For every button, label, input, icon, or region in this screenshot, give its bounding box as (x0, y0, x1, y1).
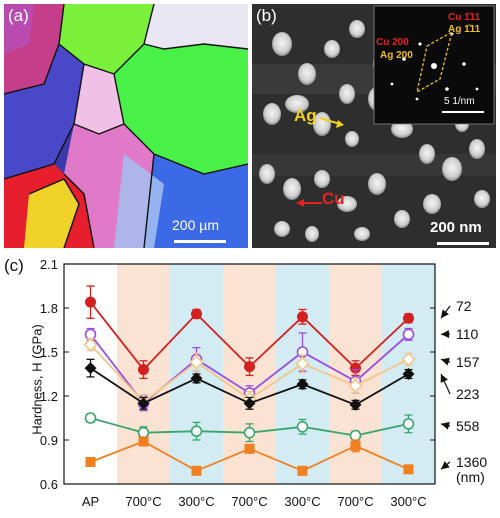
ebsd-grain-map (4, 4, 248, 248)
unit-label: (nm) (456, 469, 485, 485)
point-1360-0 (85, 457, 96, 467)
panel-b-scale-bar (437, 242, 489, 245)
x-tick-label-2: 300°C (178, 494, 214, 509)
series-label-223: 223 (456, 386, 480, 402)
point-558-2 (190, 425, 203, 437)
inset-ag111-label: Ag 1̄11 (448, 24, 481, 35)
panel-a-scale-label: 200 µm (172, 217, 219, 233)
panel-b-label: (b) (256, 6, 277, 25)
x-tick-label-4: 300°C (284, 494, 320, 509)
series-label-558: 558 (456, 418, 480, 434)
series-label-1360: 1360 (456, 454, 487, 470)
panel-a-label: (a) (8, 6, 29, 25)
point-1360-4 (297, 465, 308, 476)
y-tick-label-1: 0.9 (40, 433, 58, 448)
series-arrowhead-223 (440, 374, 448, 383)
tem-particles (252, 4, 496, 248)
x-tick-label-6: 300°C (390, 494, 426, 509)
point-1360-3 (244, 443, 255, 454)
inset-cu200-label: Cu 200 (376, 37, 409, 48)
panel-a-scale-bar (174, 240, 226, 243)
y-tick-label-5: 2.1 (40, 257, 58, 272)
point-157-4 (295, 356, 310, 371)
x-tick-label-0: AP (82, 494, 99, 509)
panel-b-tem-image: (b) Cu 200 Ag 200 Cu 1̄11 Ag 1̄11 5 1/nm… (252, 4, 496, 248)
point-72-2 (191, 308, 202, 320)
panel-b-scale-label: 200 nm (430, 219, 482, 236)
point-157-6 (401, 352, 416, 367)
series-arrowhead-1360 (441, 461, 450, 470)
panel-c-label: (c) (4, 256, 24, 275)
point-72-0 (85, 296, 96, 308)
y-tick-label-2: 1.2 (40, 389, 58, 404)
y-tick-label-3: 1.5 (40, 345, 58, 360)
point-157-2 (189, 355, 204, 370)
series-label-110: 110 (456, 326, 479, 342)
point-72-3 (244, 361, 255, 373)
point-558-6 (402, 418, 415, 430)
point-223-1 (137, 397, 150, 410)
y-axis-label: Hardness, H (GPa) (29, 324, 45, 435)
cu-label: Cu (322, 189, 345, 208)
inset-ag200-label: Ag 200 (380, 50, 413, 61)
series-arrowhead-72 (441, 309, 449, 319)
point-223-0 (84, 362, 97, 375)
x-tick-label-5: 700°C (337, 494, 373, 509)
inset-scale-label: 5 1/nm (444, 96, 475, 107)
point-110-6 (402, 328, 415, 341)
y-tick-label-4: 1.8 (40, 301, 58, 316)
series-arrowhead-157 (441, 357, 450, 366)
point-72-6 (403, 312, 414, 324)
y-tick-label-0: 0.6 (40, 477, 58, 492)
x-tick-label-3: 700°C (231, 494, 267, 509)
point-558-3 (243, 426, 256, 439)
point-558-4 (296, 421, 309, 433)
point-1360-5 (350, 440, 361, 451)
series-arrowhead-110 (441, 330, 450, 339)
point-558-5 (349, 429, 362, 442)
point-72-4 (297, 311, 308, 323)
point-72-1 (138, 364, 149, 376)
ag-label: Ag (294, 106, 317, 125)
point-558-1 (137, 426, 150, 439)
panel-a-ebsd-map: (a) 200 µm (4, 4, 248, 248)
plot-frame (63, 263, 436, 485)
point-1360-2 (191, 465, 202, 476)
point-157-5 (348, 378, 363, 393)
point-223-5 (349, 398, 362, 411)
series-label-72: 72 (456, 298, 472, 314)
point-1360-6 (403, 464, 414, 475)
series-label-157: 157 (456, 354, 480, 370)
point-223-2 (190, 372, 203, 385)
inset-cu111-label: Cu 1̄11 (448, 12, 481, 23)
panel-b-arrows (296, 117, 344, 207)
point-223-6 (402, 368, 415, 380)
series-arrowhead-558 (441, 421, 450, 430)
point-1360-1 (138, 436, 149, 447)
point-223-4 (296, 378, 309, 391)
point-558-0 (84, 412, 97, 424)
x-tick-label-1: 700°C (125, 494, 161, 509)
hardness-chart: 0.6 0.9 1.2 1.5 1.8 2.1 AP 700°C 300°C 700°C 300°C… (40, 257, 487, 509)
band-3 (276, 264, 329, 484)
point-223-3 (243, 397, 256, 410)
point-157-0 (83, 337, 98, 352)
